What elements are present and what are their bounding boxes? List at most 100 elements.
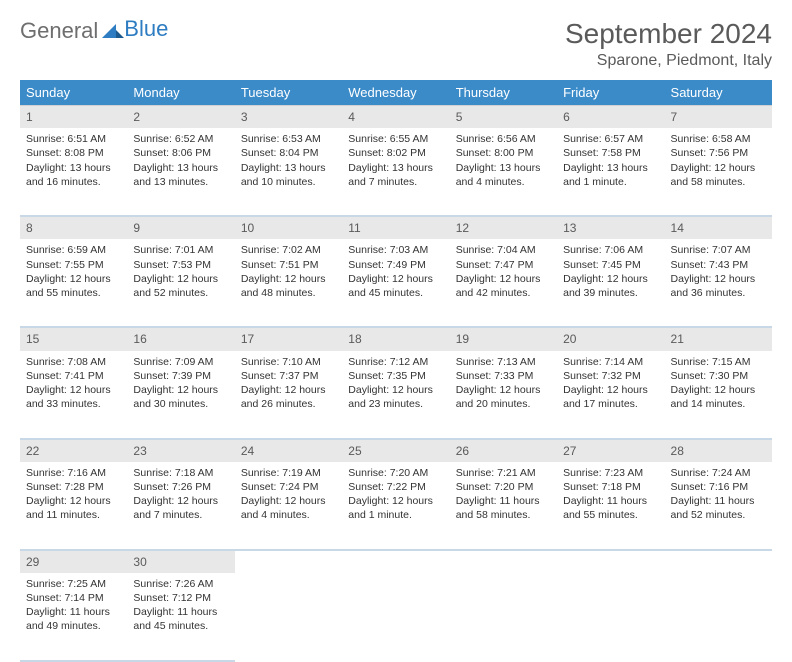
day-number-cell: 28: [665, 439, 772, 462]
sunset-text: Sunset: 7:49 PM: [348, 258, 443, 272]
weekday-header: Saturday: [665, 80, 772, 106]
sunset-text: Sunset: 7:18 PM: [563, 480, 658, 494]
logo: General Blue: [20, 18, 168, 44]
weekday-header: Thursday: [450, 80, 557, 106]
day-content-cell: Sunrise: 7:26 AMSunset: 7:12 PMDaylight:…: [127, 573, 234, 661]
daylight-text-2: and 55 minutes.: [563, 508, 658, 522]
sunset-text: Sunset: 8:06 PM: [133, 146, 228, 160]
day-number-row: 15161718192021: [20, 327, 772, 350]
daylight-text-2: and 39 minutes.: [563, 286, 658, 300]
weekday-header-row: Sunday Monday Tuesday Wednesday Thursday…: [20, 80, 772, 106]
sunset-text: Sunset: 7:22 PM: [348, 480, 443, 494]
sunrise-text: Sunrise: 7:09 AM: [133, 355, 228, 369]
day-number-cell: 1: [20, 106, 127, 129]
day-content-cell: Sunrise: 7:08 AMSunset: 7:41 PMDaylight:…: [20, 351, 127, 439]
day-content-cell: Sunrise: 6:56 AMSunset: 8:00 PMDaylight:…: [450, 128, 557, 216]
sunrise-text: Sunrise: 7:06 AM: [563, 243, 658, 257]
calendar-table: Sunday Monday Tuesday Wednesday Thursday…: [20, 80, 772, 662]
sunrise-text: Sunrise: 7:01 AM: [133, 243, 228, 257]
day-number-cell: 3: [235, 106, 342, 129]
sunset-text: Sunset: 7:47 PM: [456, 258, 551, 272]
sunrise-text: Sunrise: 7:24 AM: [671, 466, 766, 480]
sunrise-text: Sunrise: 7:25 AM: [26, 577, 121, 591]
daylight-text-1: Daylight: 11 hours: [671, 494, 766, 508]
daylight-text-2: and 10 minutes.: [241, 175, 336, 189]
day-number-cell: 24: [235, 439, 342, 462]
weekday-header: Monday: [127, 80, 234, 106]
day-number-cell: 2: [127, 106, 234, 129]
sunset-text: Sunset: 8:08 PM: [26, 146, 121, 160]
day-content-cell: Sunrise: 6:53 AMSunset: 8:04 PMDaylight:…: [235, 128, 342, 216]
day-number-cell: 26: [450, 439, 557, 462]
daylight-text-1: Daylight: 12 hours: [563, 383, 658, 397]
day-number-row: 1234567: [20, 106, 772, 129]
day-number-cell: 4: [342, 106, 449, 129]
day-content-cell: Sunrise: 7:18 AMSunset: 7:26 PMDaylight:…: [127, 462, 234, 550]
day-number-cell: 19: [450, 327, 557, 350]
sunset-text: Sunset: 7:28 PM: [26, 480, 121, 494]
daylight-text-2: and 20 minutes.: [456, 397, 551, 411]
daylight-text-2: and 4 minutes.: [456, 175, 551, 189]
sunset-text: Sunset: 8:04 PM: [241, 146, 336, 160]
daylight-text-1: Daylight: 11 hours: [26, 605, 121, 619]
day-content-cell: Sunrise: 7:10 AMSunset: 7:37 PMDaylight:…: [235, 351, 342, 439]
daylight-text-1: Daylight: 12 hours: [348, 383, 443, 397]
daylight-text-1: Daylight: 13 hours: [241, 161, 336, 175]
day-content-cell: Sunrise: 7:23 AMSunset: 7:18 PMDaylight:…: [557, 462, 664, 550]
sunrise-text: Sunrise: 7:21 AM: [456, 466, 551, 480]
daylight-text-2: and 42 minutes.: [456, 286, 551, 300]
daylight-text-2: and 33 minutes.: [26, 397, 121, 411]
day-number-cell: 12: [450, 216, 557, 239]
daylight-text-2: and 17 minutes.: [563, 397, 658, 411]
sunrise-text: Sunrise: 7:13 AM: [456, 355, 551, 369]
month-title: September 2024: [565, 18, 772, 50]
daylight-text-2: and 55 minutes.: [26, 286, 121, 300]
daylight-text-1: Daylight: 12 hours: [456, 383, 551, 397]
daylight-text-2: and 11 minutes.: [26, 508, 121, 522]
day-number-row: 2930: [20, 550, 772, 573]
day-number-cell: 16: [127, 327, 234, 350]
day-number-row: 891011121314: [20, 216, 772, 239]
sunrise-text: Sunrise: 7:20 AM: [348, 466, 443, 480]
daylight-text-2: and 14 minutes.: [671, 397, 766, 411]
day-content-cell: Sunrise: 7:14 AMSunset: 7:32 PMDaylight:…: [557, 351, 664, 439]
sunset-text: Sunset: 7:43 PM: [671, 258, 766, 272]
daylight-text-2: and 7 minutes.: [133, 508, 228, 522]
logo-text-general: General: [20, 18, 98, 44]
sunrise-text: Sunrise: 6:58 AM: [671, 132, 766, 146]
day-number-cell: 6: [557, 106, 664, 129]
daylight-text-2: and 4 minutes.: [241, 508, 336, 522]
day-content-cell: Sunrise: 6:58 AMSunset: 7:56 PMDaylight:…: [665, 128, 772, 216]
sunrise-text: Sunrise: 7:10 AM: [241, 355, 336, 369]
day-content-row: Sunrise: 6:59 AMSunset: 7:55 PMDaylight:…: [20, 239, 772, 327]
sunrise-text: Sunrise: 6:51 AM: [26, 132, 121, 146]
sunset-text: Sunset: 7:35 PM: [348, 369, 443, 383]
day-content-cell: Sunrise: 7:25 AMSunset: 7:14 PMDaylight:…: [20, 573, 127, 661]
daylight-text-2: and 7 minutes.: [348, 175, 443, 189]
day-content-cell: Sunrise: 7:19 AMSunset: 7:24 PMDaylight:…: [235, 462, 342, 550]
daylight-text-2: and 52 minutes.: [671, 508, 766, 522]
sunrise-text: Sunrise: 7:02 AM: [241, 243, 336, 257]
sunrise-text: Sunrise: 7:19 AM: [241, 466, 336, 480]
sunset-text: Sunset: 7:39 PM: [133, 369, 228, 383]
day-content-cell: [342, 573, 449, 661]
sunset-text: Sunset: 7:16 PM: [671, 480, 766, 494]
day-number-cell: 21: [665, 327, 772, 350]
day-number-cell: 5: [450, 106, 557, 129]
day-content-row: Sunrise: 7:08 AMSunset: 7:41 PMDaylight:…: [20, 351, 772, 439]
daylight-text-1: Daylight: 12 hours: [26, 383, 121, 397]
day-content-cell: Sunrise: 7:01 AMSunset: 7:53 PMDaylight:…: [127, 239, 234, 327]
logo-text-blue: Blue: [124, 16, 168, 42]
day-number-cell: 10: [235, 216, 342, 239]
daylight-text-2: and 48 minutes.: [241, 286, 336, 300]
day-number-cell: 9: [127, 216, 234, 239]
day-content-cell: Sunrise: 7:20 AMSunset: 7:22 PMDaylight:…: [342, 462, 449, 550]
daylight-text-2: and 58 minutes.: [671, 175, 766, 189]
sunset-text: Sunset: 7:24 PM: [241, 480, 336, 494]
weekday-header: Sunday: [20, 80, 127, 106]
day-content-cell: Sunrise: 7:09 AMSunset: 7:39 PMDaylight:…: [127, 351, 234, 439]
daylight-text-2: and 16 minutes.: [26, 175, 121, 189]
sunset-text: Sunset: 7:14 PM: [26, 591, 121, 605]
day-content-cell: Sunrise: 7:02 AMSunset: 7:51 PMDaylight:…: [235, 239, 342, 327]
sunset-text: Sunset: 7:33 PM: [456, 369, 551, 383]
